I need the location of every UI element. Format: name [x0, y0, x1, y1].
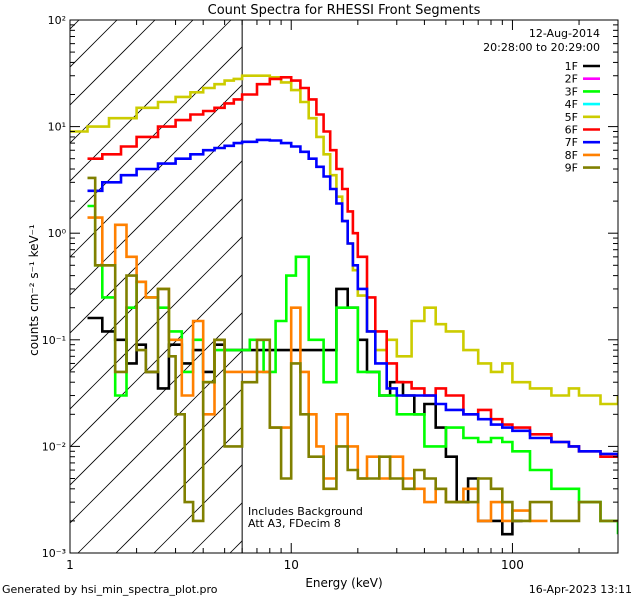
- legend-label-7F: 7F: [565, 136, 578, 149]
- hatch-line: [70, 236, 243, 410]
- plot-frame: [69, 19, 619, 554]
- hatch-line: [70, 312, 243, 486]
- date-label: 12-Aug-2014: [529, 27, 600, 40]
- y-tick-label: 10¹: [48, 121, 66, 134]
- legend-label-8F: 8F: [565, 149, 578, 162]
- hatch-line: [344, 20, 640, 553]
- hatch-line: [382, 20, 640, 553]
- x-tick-label: 100: [501, 558, 524, 572]
- hatch-line: [115, 426, 243, 553]
- hatch-line: [572, 20, 640, 553]
- hatch-line: [70, 274, 243, 448]
- hatch-line: [420, 20, 640, 553]
- legend-label-4F: 4F: [565, 98, 578, 111]
- series-7F: [87, 138, 618, 457]
- hatch-line: [534, 20, 640, 553]
- series-8F: [87, 216, 548, 523]
- hatch-line: [70, 198, 243, 372]
- x-tick-label: 10: [284, 558, 299, 572]
- legend-label-2F: 2F: [565, 73, 578, 86]
- series-9F: [87, 176, 618, 523]
- hatched-region: [0, 20, 640, 553]
- y-axis-label: counts cm⁻² s⁻¹ keV⁻¹: [27, 224, 41, 356]
- series-6F: [87, 76, 618, 458]
- hatch-line: [610, 20, 640, 553]
- annotation-attenuator: Att A3, FDecim 8: [248, 517, 341, 530]
- footer-timestamp: 16-Apr-2023 13:11: [528, 583, 632, 596]
- hatch-line: [77, 388, 243, 553]
- x-axis-label: Energy (keV): [305, 576, 382, 590]
- hatch-line: [458, 20, 640, 553]
- x-tick-label: 1: [66, 558, 74, 572]
- legend-label-5F: 5F: [565, 111, 578, 124]
- axis-ticks: 1 10 100 10² 10¹ 10⁰ 10⁻¹ 10⁻² 10⁻³: [42, 14, 619, 572]
- hatch-line: [70, 20, 156, 106]
- hatch-line: [70, 160, 243, 334]
- y-tick-label: 10⁻²: [42, 440, 66, 453]
- legend-label-3F: 3F: [565, 85, 578, 98]
- y-tick-label: 10⁰: [48, 227, 67, 240]
- series-5F: [70, 74, 618, 406]
- hatch-line: [306, 20, 640, 553]
- chart-title: Count Spectra for RHESSI Front Segments: [208, 3, 481, 18]
- legend-label-1F: 1F: [565, 60, 578, 73]
- hatch-line: [70, 46, 243, 220]
- series-layer: [70, 74, 618, 536]
- y-tick-label: 10⁻³: [42, 547, 66, 560]
- time-range-label: 20:28:00 to 20:29:00: [483, 41, 600, 54]
- hatch-line: [70, 122, 243, 296]
- legend-label-9F: 9F: [565, 162, 578, 175]
- hatch-line: [70, 350, 243, 524]
- hatch-line: [70, 20, 118, 68]
- generated-by-note: Generated by hsi_min_spectra_plot.pro: [2, 583, 218, 596]
- hatch-line: [0, 20, 3, 553]
- hatch-line: [70, 20, 194, 144]
- annotation-background: Includes Background: [248, 505, 363, 518]
- y-tick-label: 10²: [48, 14, 66, 27]
- legend-label-6F: 6F: [565, 124, 578, 137]
- hatch-line: [70, 84, 243, 258]
- y-tick-label: 10⁻¹: [42, 334, 66, 347]
